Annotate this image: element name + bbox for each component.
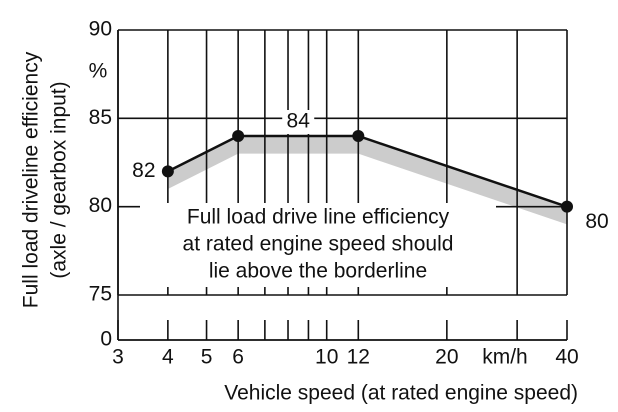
annotation: at rated engine speed should xyxy=(183,233,454,256)
point xyxy=(161,165,174,178)
x-tick-label: 6 xyxy=(232,346,244,369)
y-tick-label: 80 xyxy=(89,194,112,217)
data-label: 80 xyxy=(585,210,608,233)
annotation: lie above the borderline xyxy=(209,260,427,283)
x-tick-label: 20 xyxy=(435,346,458,369)
x-tick-label: 10 xyxy=(315,346,338,369)
point xyxy=(561,200,573,213)
label-bg xyxy=(282,110,315,134)
y-axis-label: Full load driveline efficiency xyxy=(20,51,43,308)
x-tick-label: 4 xyxy=(162,346,174,369)
annotation-bg xyxy=(140,203,496,287)
data-label: 84 xyxy=(287,110,311,133)
data-label: 82 xyxy=(132,159,155,182)
x-tick-label: 3 xyxy=(112,346,124,369)
x-tick-label: 40 xyxy=(555,346,578,369)
y-tick-label: 90 xyxy=(89,18,112,41)
line xyxy=(167,134,568,208)
y-unit: % xyxy=(89,60,108,83)
y-tick-label: 0 xyxy=(100,328,112,351)
x-tick-label: 12 xyxy=(347,346,370,369)
x-unit: km/h xyxy=(482,346,528,369)
y-tick-label: 75 xyxy=(89,283,112,306)
x-axis-label: Vehicle speed (at rated engine speed) xyxy=(224,382,578,405)
y-tick-label: 85 xyxy=(89,106,112,129)
annotation: Full load drive line efficiency xyxy=(187,206,450,229)
point xyxy=(352,130,365,142)
y-axis-label: (axle / gearbox input) xyxy=(48,81,71,278)
x-tick-label: 5 xyxy=(201,346,213,369)
point xyxy=(232,130,245,142)
